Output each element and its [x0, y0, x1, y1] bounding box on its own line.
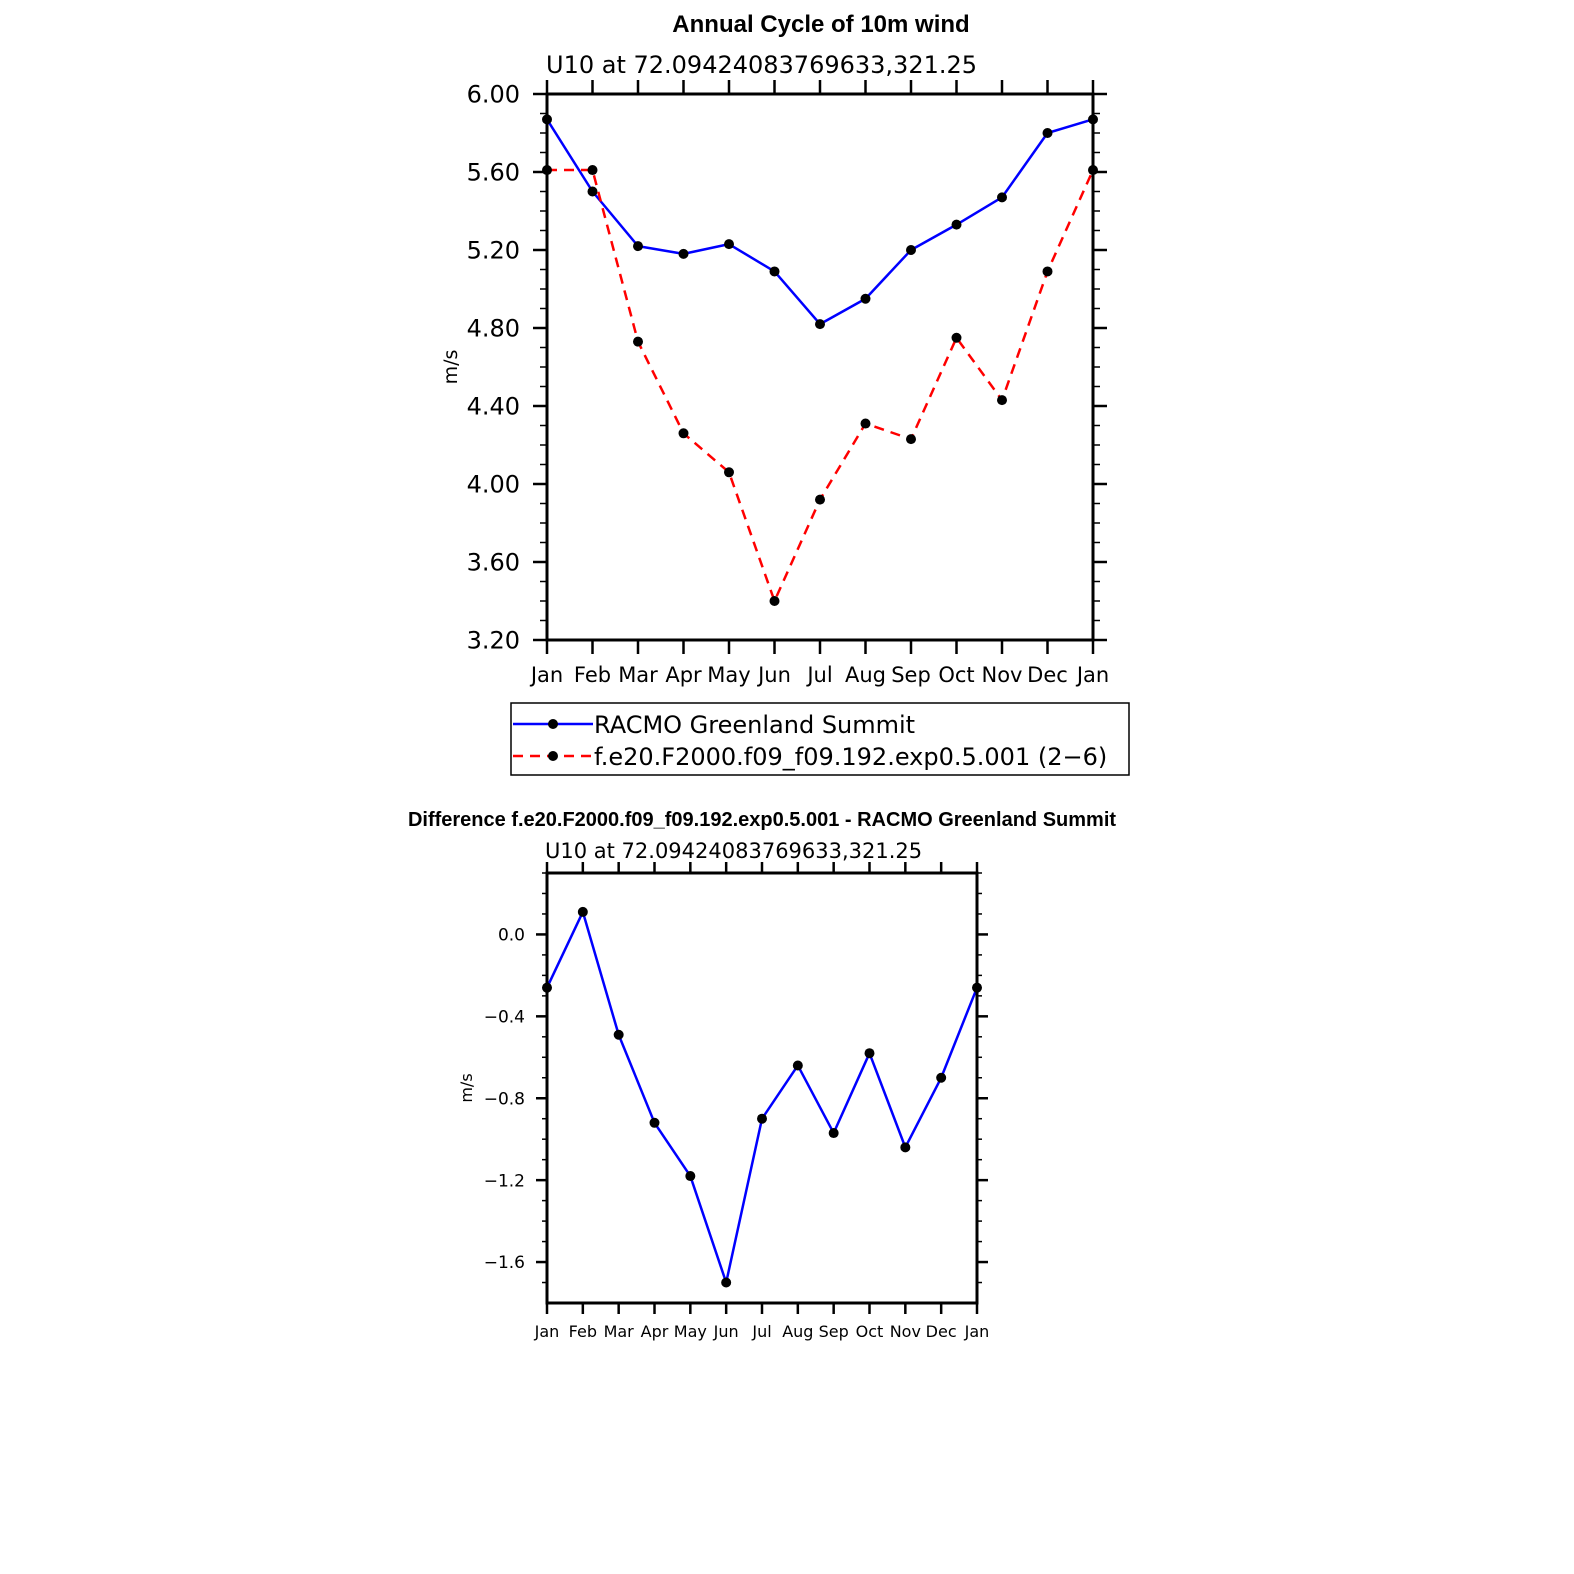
legend-label-model: f.e20.F2000.f09_f09.192.exp0.5.001 (2−6)	[594, 743, 1107, 771]
chart1-xtick-label: Feb	[574, 663, 611, 687]
chart2-ytick-label: −0.4	[484, 1007, 525, 1027]
chart2-series-0-point	[613, 1029, 624, 1040]
chart1-series-1-point	[678, 428, 689, 439]
chart2-xtick-label: Mar	[604, 1322, 635, 1341]
chart1-series-0-point	[906, 245, 916, 255]
chart1-series-1-point	[1042, 266, 1053, 277]
legend-marker-model	[548, 751, 558, 761]
chart2-xtick-label: Dec	[926, 1322, 957, 1341]
chart2-series-0-point	[649, 1117, 660, 1128]
chart2-series-0-point	[936, 1072, 947, 1083]
chart2-subtitle: U10 at 72.09424083769633,321.25	[545, 839, 922, 863]
chart1-xtick-label: Jul	[805, 663, 832, 687]
chart1-xtick-label: Apr	[665, 663, 702, 687]
chart2-series-0-point	[900, 1142, 911, 1153]
chart2-series-0-point	[792, 1060, 803, 1071]
chart1-xtick-label: Mar	[618, 663, 658, 687]
chart1-xtick-label: May	[707, 663, 750, 687]
chart1-series-0-point	[997, 192, 1007, 203]
chart2-ylabel: m/s	[457, 1073, 476, 1102]
chart1-series-0-point	[1042, 128, 1053, 138]
chart1-plot-area	[542, 114, 1098, 606]
chart1-series-1-point	[997, 395, 1007, 406]
chart1-series-0-point	[633, 241, 643, 252]
chart1-xtick-label: Oct	[938, 663, 974, 687]
chart1-xtick-label: Jun	[756, 663, 791, 687]
chart2-ytick-label: 0.0	[498, 926, 525, 946]
chart1-series-1-point	[769, 596, 780, 606]
chart1-xtick-label: Sep	[891, 663, 931, 687]
chart1-series-1-point	[951, 332, 962, 343]
chart2-series-line-0	[545, 910, 979, 1284]
chart2-ytick-label: −0.8	[484, 1089, 525, 1109]
chart1-ytick-label: 4.00	[467, 471, 520, 499]
chart1-series-0-point	[860, 293, 871, 304]
chart2-xtick-label: Jul	[751, 1322, 771, 1341]
chart1-ytick-label: 4.40	[467, 393, 520, 421]
chart2-frame	[545, 871, 979, 1305]
chart1-ytick-label: 4.80	[467, 315, 520, 343]
chart1-series-1-point	[633, 336, 643, 347]
chart2-series-0-point	[685, 1171, 696, 1182]
chart1-series-1-point	[906, 434, 916, 445]
chart1-series-1-point	[815, 494, 825, 505]
chart2-xtick-label: Sep	[819, 1322, 849, 1341]
chart2-xtick-label: Jan	[534, 1322, 560, 1341]
chart2-series-0-point	[757, 1113, 767, 1124]
legend-label-racmo: RACMO Greenland Summit	[594, 711, 915, 739]
legend-box	[510, 702, 1130, 776]
chart1-axes: Jan Feb Mar Apr May Jun Jul Aug Sep Oct Nov Dec Jan 6…	[467, 80, 1109, 687]
chart2-xtick-label: May	[674, 1322, 707, 1341]
chart2-title: Difference f.e20.F2000.f09_f09.192.exp0.…	[408, 809, 1116, 831]
chart2-series-0-point	[577, 906, 588, 917]
chart1-xtick-label: Jan	[1075, 663, 1109, 687]
chart1-legend: RACMO Greenland Summit f.e20.F2000.f09_f…	[510, 702, 1130, 776]
legend-marker-racmo	[548, 719, 558, 729]
chart1-ytick-label: 6.00	[467, 81, 520, 109]
chart2-axes: Jan Feb Mar Apr May Jun Jul Aug Sep Oct Nov Dec Jan 0…	[484, 862, 990, 1341]
chart2-ytick-label: −1.6	[484, 1253, 525, 1273]
chart1-title: Annual Cycle of 10m wind	[672, 11, 969, 38]
chart1-ylabel: m/s	[440, 350, 462, 385]
chart1-series-1-point	[860, 418, 871, 429]
chart2-xtick-label: Apr	[641, 1322, 669, 1341]
chart1-xtick-label: Jan	[529, 663, 563, 687]
chart1-series-1-point	[587, 165, 598, 176]
chart2-xtick-label: Aug	[782, 1322, 813, 1341]
chart1-xtick-label: Dec	[1027, 663, 1068, 687]
chart2-ytick-label: −1.2	[484, 1171, 525, 1191]
chart1-series-0-point	[587, 186, 598, 197]
chart1-ytick-label: 3.60	[467, 549, 520, 577]
chart2-xtick-label: Feb	[569, 1322, 597, 1341]
chart2-xtick-label: Jun	[713, 1322, 739, 1341]
chart1-series-0-point	[951, 219, 962, 230]
chart2-series-0-point	[864, 1048, 875, 1059]
chart1-series-0-point	[724, 239, 734, 250]
chart1-series-0-point	[678, 248, 689, 259]
chart1-subtitle: U10 at 72.09424083769633,321.25	[546, 51, 977, 79]
chart2-xtick-label: Jan	[964, 1322, 990, 1341]
chart2-series-0-point	[721, 1277, 732, 1288]
chart1-ytick-label: 5.60	[467, 159, 520, 187]
chart2-series-0-point	[828, 1128, 839, 1139]
chart1-ytick-label: 5.20	[467, 237, 520, 265]
chart1-ytick-label: 3.20	[467, 627, 520, 655]
chart1-series-0-point	[769, 266, 780, 277]
chart1-frame	[545, 92, 1095, 642]
chart1-series-0-point	[815, 319, 825, 330]
chart2-plot-area	[542, 906, 982, 1288]
chart1-series-1-point	[724, 467, 734, 478]
chart2-xtick-label: Nov	[890, 1322, 921, 1341]
chart1-xtick-label: Nov	[982, 663, 1023, 687]
chart2-xtick-label: Oct	[856, 1322, 884, 1341]
chart1-series-line-0	[545, 118, 1094, 326]
chart1-xtick-label: Aug	[845, 663, 886, 687]
